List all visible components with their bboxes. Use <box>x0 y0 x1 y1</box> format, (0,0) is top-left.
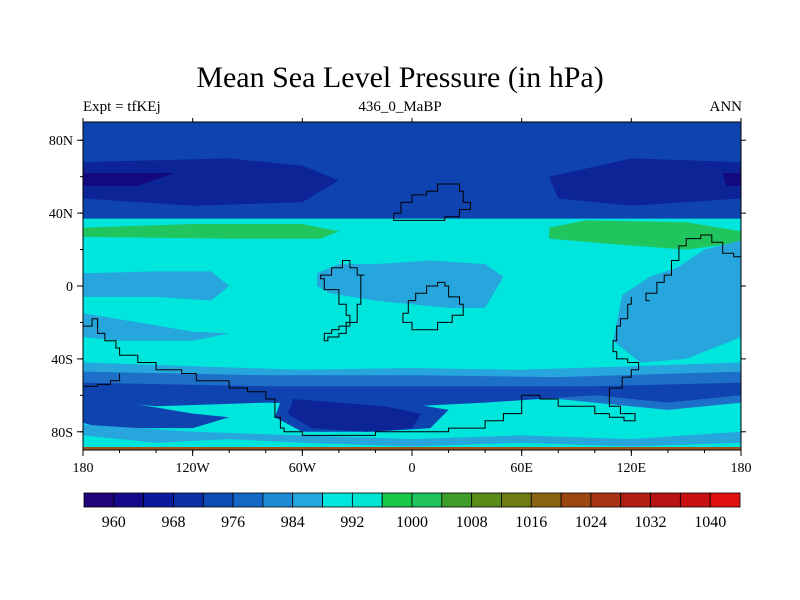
colorbar-label: 1024 <box>575 514 607 531</box>
coastline-0 <box>83 296 640 436</box>
coastline-4 <box>645 234 741 302</box>
period-label: 436_0_MaBP <box>358 99 442 115</box>
colorbar-swatch <box>679 492 711 508</box>
contour-region-north-low-west <box>83 158 339 206</box>
colorbar-label: 1032 <box>635 514 667 531</box>
x-tick-label: 60E <box>510 461 533 476</box>
x-tick-label: 180 <box>73 461 94 476</box>
colorbar-label: 976 <box>221 514 245 531</box>
colorbar-label: 960 <box>102 514 126 531</box>
colorbar-swatch <box>560 492 592 508</box>
colorbar-swatch <box>441 492 473 508</box>
colorbar-label: 968 <box>162 514 186 531</box>
colorbar-swatch <box>113 492 145 508</box>
axis-ticks: 180 120W 60W 0 60E 120E 180 80N 40N 0 40S 80S <box>49 118 752 476</box>
colorbar-swatch <box>530 492 562 508</box>
contour-region-subtrop-north-west <box>83 224 339 239</box>
coastline-2 <box>402 281 464 331</box>
contour-region-north-core-west <box>83 173 175 186</box>
contour-region-sub-south-west <box>83 313 230 341</box>
colorbar-swatch <box>143 492 174 508</box>
coastline-1 <box>320 260 365 342</box>
colorbar-swatch <box>232 492 264 508</box>
contour-region-south-polar-cyan <box>83 435 741 450</box>
x-tick-label: 120W <box>176 461 211 476</box>
coastline-3 <box>393 183 471 221</box>
colorbar-swatch <box>590 492 622 508</box>
x-tick-label: 120E <box>617 461 647 476</box>
contour-fill-layer <box>83 122 741 450</box>
contour-region-south-low-west <box>83 395 230 429</box>
colorbar-swatch <box>292 492 323 508</box>
colorbar-swatch <box>650 492 681 508</box>
colorbar-swatch <box>83 492 115 508</box>
colorbar-swatch <box>351 492 383 508</box>
colorbar-swatch <box>471 492 502 508</box>
south-edge-band <box>83 447 741 450</box>
contour-region-eq-west-pacific <box>613 240 741 363</box>
chart-title: Mean Sea Level Pressure (in hPa) <box>196 61 604 94</box>
colorbar: 960 968 976 984 992 1000 1008 1016 1024 1032 1040 <box>83 492 741 531</box>
colorbar-label: 1000 <box>396 514 428 531</box>
y-tick-label: 40S <box>51 353 73 368</box>
colorbar-label: 992 <box>340 514 364 531</box>
x-tick-label: 0 <box>409 461 416 476</box>
contour-region-north-core-east <box>722 173 741 186</box>
experiment-label: Expt = tfKEj <box>83 99 161 115</box>
colorbar-swatch <box>322 492 353 508</box>
y-tick-label: 80S <box>51 426 73 441</box>
contour-region-eq-west <box>83 271 230 301</box>
contour-region-north-low-east <box>549 158 741 206</box>
colorbar-swatch <box>501 492 532 508</box>
contour-region-south-core-sa <box>287 399 422 432</box>
x-tick-label: 60W <box>289 461 317 476</box>
colorbar-label: 1008 <box>456 514 488 531</box>
colorbar-label: 984 <box>281 514 305 531</box>
colorbar-swatch <box>381 492 413 508</box>
colorbar-label: 1040 <box>694 514 726 531</box>
colorbar-label: 1016 <box>515 514 547 531</box>
contour-region-subtrop-north-east <box>549 220 741 250</box>
season-label: ANN <box>709 99 743 115</box>
colorbar-swatch <box>262 492 294 508</box>
y-tick-label: 80N <box>49 134 73 149</box>
colorbar-swatch <box>173 492 204 508</box>
coastline-layer <box>83 183 741 436</box>
y-tick-label: 0 <box>66 280 73 295</box>
y-tick-label: 40N <box>49 207 73 222</box>
colorbar-swatch <box>709 492 741 508</box>
colorbar-swatch <box>202 492 234 508</box>
colorbar-swatch <box>620 492 651 508</box>
coastline-5 <box>83 373 121 387</box>
x-tick-label: 180 <box>731 461 752 476</box>
colorbar-swatch <box>411 492 443 508</box>
